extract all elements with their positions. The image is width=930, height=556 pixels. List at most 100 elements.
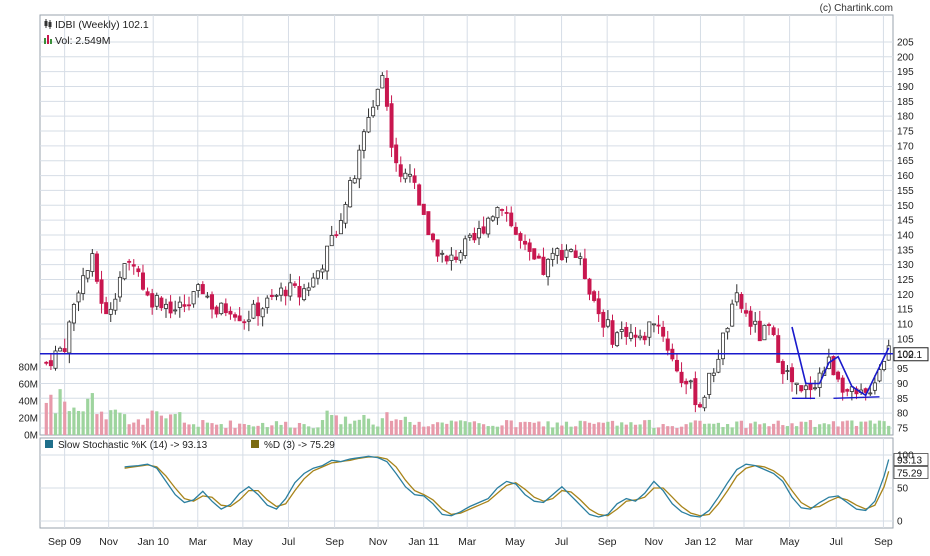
price-tick-label: 90 — [897, 379, 909, 390]
volume-bar — [288, 427, 292, 435]
candle-body — [477, 228, 482, 239]
price-tick-label: 195 — [897, 67, 914, 78]
candle-body — [739, 294, 744, 309]
volume-tick-label: 20M — [19, 414, 38, 425]
candle-body — [265, 297, 270, 309]
x-tick-label: Mar — [458, 536, 477, 548]
volume-bar — [845, 420, 849, 435]
x-tick-label: Sep 09 — [48, 536, 81, 548]
candle-body — [449, 254, 454, 261]
volume-bar — [551, 427, 555, 435]
d-value-badge — [893, 466, 929, 479]
candle-body — [302, 288, 307, 301]
volume-bar — [721, 427, 725, 435]
candle-body — [716, 358, 721, 373]
volume-bar — [49, 394, 53, 435]
volume-bar — [785, 426, 790, 435]
volume-bar — [435, 422, 440, 435]
x-tick-label: Jan 12 — [685, 536, 717, 548]
stoch-tick-label: 0 — [897, 517, 903, 528]
volume-bar — [159, 415, 163, 435]
candle-body — [877, 369, 882, 382]
candle-body — [62, 348, 67, 353]
volume-bar — [90, 393, 94, 435]
candle-body — [601, 311, 606, 328]
volume-bar — [417, 421, 421, 435]
volume-bar — [569, 426, 573, 435]
candle-body — [707, 372, 712, 395]
volume-tick-label: 40M — [19, 397, 38, 408]
candle-body — [453, 256, 458, 260]
candle-body — [435, 239, 440, 257]
candle-body — [762, 324, 767, 341]
volume-tick-label: 60M — [19, 380, 38, 391]
volume-bar — [408, 422, 412, 435]
candle-body — [840, 377, 845, 393]
candle-body — [113, 298, 118, 311]
candle-body — [638, 335, 643, 339]
candle-body — [67, 321, 72, 354]
volume-bar — [164, 418, 168, 435]
candle-body — [108, 308, 113, 315]
candle-body — [564, 249, 569, 258]
price-tick-label: 175 — [897, 127, 914, 138]
candle-body — [872, 382, 877, 391]
candle-body — [168, 301, 173, 314]
candle-body — [573, 250, 578, 258]
volume-bar — [399, 420, 403, 435]
x-tick-label: Sep — [874, 536, 893, 548]
volume-bar — [482, 424, 486, 435]
candle-body — [398, 164, 403, 177]
candle-body — [182, 304, 187, 307]
candle-body — [430, 233, 435, 241]
volume-bar — [735, 421, 739, 435]
candle-body — [145, 291, 150, 296]
volume-bar — [371, 424, 375, 435]
volume-bar — [712, 423, 716, 435]
volume-bar — [334, 415, 338, 435]
candle-body — [693, 378, 698, 406]
volume-bar — [583, 421, 587, 435]
volume-bar — [311, 428, 315, 435]
volume-bar — [804, 421, 808, 435]
trendline-overlay: 102.1 — [40, 326, 929, 400]
volume-bar — [63, 401, 67, 435]
candle-body — [743, 310, 748, 314]
candle-body — [191, 291, 196, 305]
candle-body — [177, 301, 182, 308]
k-value-badge — [893, 453, 929, 466]
volume-bar — [523, 421, 527, 435]
price-tick-label: 205 — [897, 37, 914, 48]
volume-bar — [150, 410, 154, 435]
volume-bar — [882, 421, 886, 435]
x-tick-label: Nov — [644, 536, 663, 548]
candle-body — [403, 172, 408, 180]
volume-bar — [739, 420, 743, 435]
volume-bar — [500, 425, 504, 435]
volume-bar — [265, 427, 269, 435]
candle-body — [380, 75, 385, 89]
candle-body — [233, 314, 238, 318]
price-tick-label: 120 — [897, 290, 914, 301]
volume-bar — [113, 409, 117, 435]
candle-body — [702, 396, 707, 409]
volume-bar — [587, 422, 592, 435]
x-tick-label: Jul — [282, 536, 295, 548]
candlestick-icon — [44, 19, 52, 29]
volume-bar — [537, 421, 541, 435]
candle-body — [426, 211, 431, 236]
price-tick-label: 85 — [897, 394, 909, 405]
volume-bar — [385, 412, 389, 435]
candle-body — [720, 332, 725, 360]
candle-body — [605, 319, 610, 327]
price-tick-label: 190 — [897, 82, 914, 93]
volume-bar — [859, 421, 863, 435]
volume-bar — [228, 420, 233, 435]
candle-body — [615, 332, 620, 347]
volume-bar — [638, 424, 642, 435]
candle-body — [329, 235, 334, 247]
candle-body — [131, 264, 136, 267]
volume-bar — [192, 424, 196, 435]
volume-bars — [44, 389, 891, 435]
candle-body — [785, 370, 790, 373]
